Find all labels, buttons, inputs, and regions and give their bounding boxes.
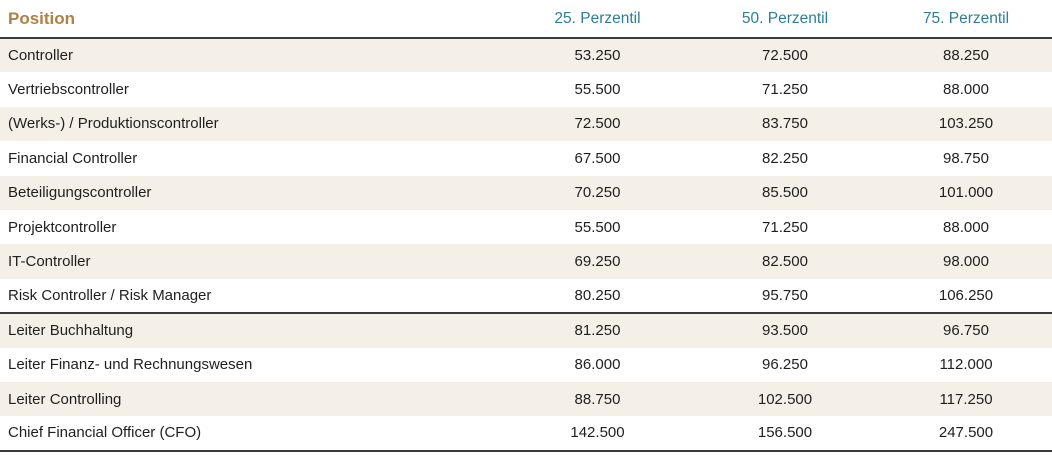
cell-50-percentile: 71.250 (762, 218, 808, 236)
cell-75-percentile: 96.750 (943, 322, 989, 340)
cell-position: Risk Controller / Risk Manager (0, 278, 505, 315)
cell-position: Leiter Finanz- und Rechnungswesen (8, 356, 253, 374)
cell-75-percentile: 88.000 (943, 218, 989, 236)
cell-25-percentile: 86.000 (574, 356, 621, 374)
cell-75-percentile: 98.750 (943, 149, 989, 167)
table-row: Leiter Controlling 88.750 102.500 117.250 (0, 381, 1052, 417)
cell-25-percentile: 55.500 (574, 81, 621, 99)
cell-position: Financial Controller (8, 149, 138, 167)
cell-position: Leiter Controlling (8, 390, 122, 408)
cell-50-percentile: 72.500 (762, 47, 808, 65)
cell-50-percentile: 95.750 (690, 278, 880, 315)
cell-75-percentile: 112.000 (939, 356, 993, 374)
column-header-50-percentile: 50. Perzentil (690, 0, 880, 39)
salary-percentile-table: Position 25. Perzentil 50. Perzentil 75.… (0, 0, 1052, 452)
cell-position: Vertriebscontroller (8, 81, 129, 99)
cell-position: Projektcontroller (8, 218, 117, 236)
cell-25-percentile: 81.250 (574, 322, 621, 340)
cell-25-percentile: 55.500 (574, 218, 621, 236)
cell-25-percentile: 67.500 (574, 149, 621, 167)
cell-position: (Werks-) / Produktionscontroller (8, 115, 219, 133)
cell-position: Controller (8, 47, 74, 65)
cell-25-percentile: 70.250 (574, 184, 621, 202)
cell-50-percentile: 96.250 (762, 356, 808, 374)
cell-25-percentile: 142.500 (505, 416, 690, 452)
cell-75-percentile: 106.250 (880, 278, 1052, 315)
cell-75-percentile: 247.500 (880, 416, 1052, 452)
table-row: Projektcontroller 55.500 71.250 88.000 (0, 209, 1052, 245)
cell-25-percentile: 80.250 (505, 278, 690, 315)
cell-25-percentile: 69.250 (574, 253, 621, 271)
cell-50-percentile: 82.500 (762, 253, 808, 271)
cell-50-percentile: 83.750 (762, 115, 808, 133)
cell-25-percentile: 88.750 (574, 390, 621, 408)
cell-75-percentile: 88.250 (943, 47, 989, 65)
table-row: Financial Controller 67.500 82.250 98.750 (0, 141, 1052, 176)
table-row: (Werks-) / Produktionscontroller 72.500 83… (0, 106, 1052, 142)
cell-75-percentile: 103.250 (938, 115, 994, 133)
table-row: IT-Controller 69.250 82.500 98.000 (0, 244, 1052, 279)
table-row: Beteiligungscontroller 70.250 85.500 101.00… (0, 175, 1052, 210)
table-row: Vertriebscontroller 55.500 71.250 88.000 (0, 72, 1052, 107)
table-row: Risk Controller / Risk Manager 80.250 95.7… (0, 278, 1052, 315)
cell-50-percentile: 82.250 (762, 149, 808, 167)
cell-25-percentile: 72.500 (574, 115, 621, 133)
table-body: Controller 53.250 72.500 88.250 Vertriebscon… (0, 38, 1052, 452)
cell-25-percentile: 53.250 (574, 47, 621, 65)
header-row: Position 25. Perzentil 50. Perzentil 75.… (0, 0, 1052, 39)
table-header: Position 25. Perzentil 50. Perzentil 75.… (0, 0, 1052, 39)
table-row: Chief Financial Officer (CFO) 142.500 156.… (0, 416, 1052, 452)
cell-75-percentile: 98.000 (943, 253, 989, 271)
cell-50-percentile: 156.500 (690, 416, 880, 452)
cell-75-percentile: 88.000 (943, 81, 989, 99)
table-row: Leiter Buchhaltung 81.250 93.500 96.750 (0, 313, 1052, 348)
column-header-25-percentile: 25. Perzentil (505, 0, 690, 39)
cell-50-percentile: 93.500 (762, 322, 808, 340)
table-row: Leiter Finanz- und Rechnungswesen 86.000 9… (0, 347, 1052, 382)
column-header-position: Position (0, 0, 505, 39)
cell-50-percentile: 85.500 (762, 184, 808, 202)
cell-75-percentile: 101.000 (938, 184, 994, 202)
cell-position: Beteiligungscontroller (8, 184, 152, 202)
cell-position: Leiter Buchhaltung (8, 322, 134, 340)
cell-50-percentile: 71.250 (762, 81, 808, 99)
cell-position: IT-Controller (8, 253, 91, 271)
column-header-75-percentile: 75. Perzentil (880, 0, 1052, 39)
cell-75-percentile: 117.250 (939, 390, 993, 408)
cell-50-percentile: 102.500 (757, 390, 813, 408)
cell-position: Chief Financial Officer (CFO) (0, 416, 505, 452)
table-row: Controller 53.250 72.500 88.250 (0, 38, 1052, 73)
